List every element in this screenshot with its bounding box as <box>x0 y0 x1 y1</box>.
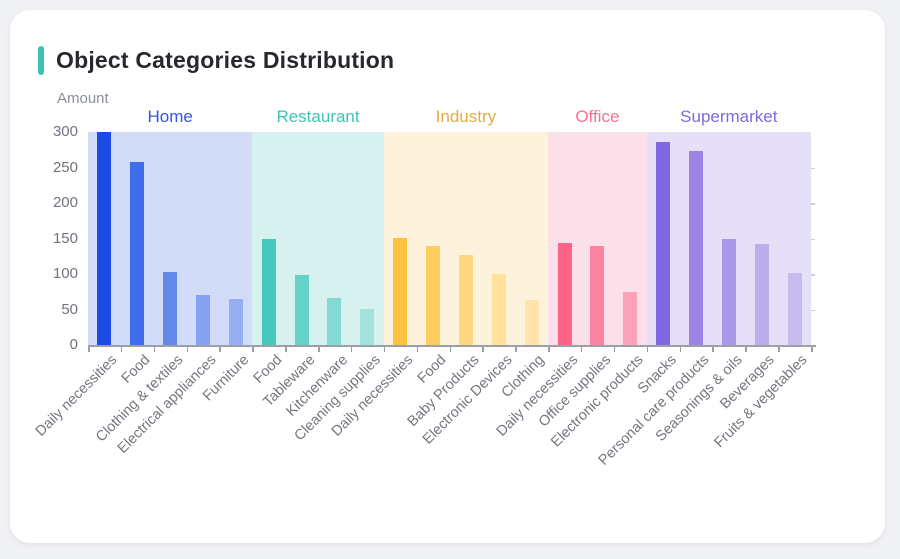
x-axis-tick <box>580 346 583 352</box>
right-axis-tick <box>811 167 815 169</box>
x-axis-tick <box>219 346 221 352</box>
y-axis-label: 150 <box>52 229 78 247</box>
y-axis-label: 100 <box>52 265 78 282</box>
y-axis-label: 50 <box>61 300 78 318</box>
page-title: Object Categories Distribution <box>56 47 395 73</box>
x-axis-tick <box>778 346 780 352</box>
bar-supermarket-4 <box>754 244 769 345</box>
group-label-industry: Industry <box>435 107 497 126</box>
bar-industry-3 <box>458 254 473 345</box>
group-label-restaurant: Restaurant <box>276 107 360 126</box>
right-axis-tick <box>811 203 815 205</box>
x-axis-tick <box>745 346 747 352</box>
bar-home-4 <box>196 295 211 345</box>
bar-home-1 <box>97 132 112 345</box>
bar-home-5 <box>228 298 243 345</box>
bar-home-2 <box>130 161 145 345</box>
right-axis-tick <box>811 309 815 311</box>
right-axis-tick <box>811 274 815 276</box>
bar-chart: 0 50 100 150 200 250 300 Home Daily necessities F… <box>10 10 885 543</box>
group-label-home: Home <box>147 107 193 126</box>
bar-industry-5 <box>524 299 539 345</box>
bar-home-3 <box>163 271 178 345</box>
x-axis-tick <box>646 346 649 352</box>
bar-industry-1 <box>393 237 408 345</box>
bar-supermarket-5 <box>787 272 802 345</box>
x-axis-tick <box>252 346 254 352</box>
bar-supermarket-2 <box>688 151 703 345</box>
y-axis-label: 200 <box>52 194 78 211</box>
bar-office-1 <box>557 243 572 345</box>
bar-industry-2 <box>426 246 441 345</box>
bar-restaurant-1 <box>261 238 276 345</box>
x-axis-tick <box>416 346 419 352</box>
x-axis-tick <box>120 346 123 352</box>
x-axis-tick <box>285 346 287 352</box>
x-axis-tick <box>449 346 451 352</box>
x-axis-tick <box>318 346 320 352</box>
bar-industry-4 <box>491 274 506 345</box>
y-axis-label: 300 <box>52 123 78 140</box>
x-axis-tick <box>548 346 550 352</box>
x-axis-tick <box>186 346 189 352</box>
title-accent-bar <box>38 46 44 75</box>
x-axis-tick <box>679 346 682 352</box>
x-axis-tick <box>712 346 714 352</box>
x-axis-tick <box>153 346 156 352</box>
bar-supermarket-3 <box>721 239 736 345</box>
y-axis-label: 0 <box>69 336 78 353</box>
bar-restaurant-2 <box>294 275 309 345</box>
bar-office-2 <box>590 246 605 345</box>
card-header: Object Categories Distribution <box>38 46 394 75</box>
group-label-supermarket: Supermarket <box>680 107 778 126</box>
x-axis-line <box>88 345 816 347</box>
y-axis-label: 250 <box>52 158 78 176</box>
y-axis-name: Amount <box>57 90 109 107</box>
group-label-office: Office <box>575 107 620 126</box>
bar-restaurant-4 <box>360 308 375 345</box>
right-axis-tick <box>811 238 815 240</box>
x-axis-tick <box>811 346 813 352</box>
x-axis-tick <box>350 346 353 352</box>
x-axis-tick <box>613 346 616 352</box>
bar-office-3 <box>623 291 638 345</box>
x-axis-tick <box>482 346 484 352</box>
x-axis-tick <box>515 346 517 352</box>
x-axis-tick <box>383 346 386 352</box>
bar-restaurant-3 <box>327 298 342 345</box>
x-axis-tick <box>88 346 90 352</box>
bar-supermarket-1 <box>656 141 671 345</box>
